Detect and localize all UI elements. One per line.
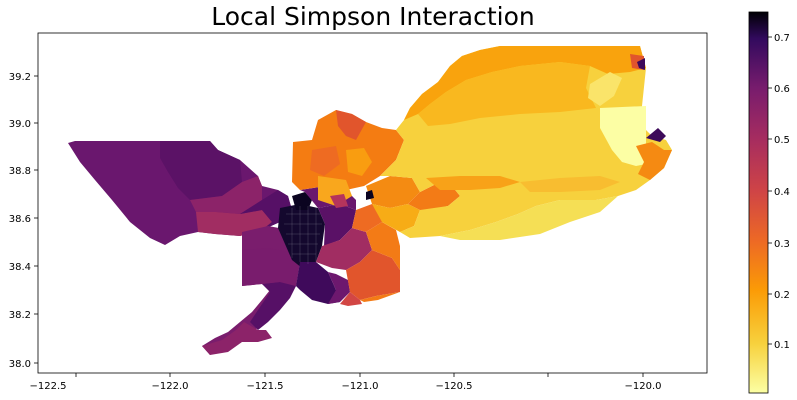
x-tick-label: −122.5 (29, 381, 66, 392)
region-foothill-2 (372, 204, 420, 232)
region-north-3 (346, 148, 372, 176)
colorbar-tick-label: 0.7 (774, 33, 790, 44)
y-tick-label: 39.2 (9, 72, 31, 83)
x-tick-label: −121.5 (246, 381, 283, 392)
region-west-a (160, 141, 242, 200)
x-tick-label: −120.5 (435, 381, 472, 392)
colorbar-tick-label: 0.1 (774, 340, 790, 351)
region-east-north-band (404, 46, 646, 120)
region-urban-core (278, 204, 325, 268)
region-north-2 (336, 110, 366, 140)
y-tick-label: 38.6 (9, 214, 31, 225)
region-east-lake (600, 106, 646, 166)
region-urban-speckle-2 (366, 190, 374, 200)
region-urban-core-2 (292, 192, 312, 210)
region-east-edge-orange (636, 142, 672, 180)
colorbar-tick-label: 0.3 (774, 239, 790, 250)
region-south-b (242, 248, 300, 286)
region-east-channel (426, 176, 520, 190)
region-se-3 (366, 222, 400, 270)
y-tick-label: 38.2 (9, 310, 31, 321)
x-axis: −122.5 −122.0 −121.5 −121.0 −120.5 −120.… (29, 373, 662, 392)
colorbar-gradient (748, 11, 769, 394)
region-ring-south-2 (328, 272, 350, 304)
region-north-4 (310, 146, 340, 176)
region-delta-1 (250, 282, 296, 330)
tract-boundaries (284, 206, 322, 264)
region-east-mid-band (418, 62, 596, 126)
region-se-2 (360, 292, 400, 302)
y-tick-label: 39.0 (9, 119, 31, 130)
region-ring-south (296, 262, 340, 304)
region-foothill-3 (408, 184, 460, 210)
colorbar-tick-label: 0.4 (774, 187, 790, 198)
colorbar-tick-label: 0.6 (774, 84, 790, 95)
region-foothill-1 (366, 176, 420, 208)
x-tick-label: −120.0 (624, 381, 661, 392)
region-se-small (340, 292, 362, 306)
region-delta-2 (202, 322, 272, 355)
map-regions (68, 46, 672, 355)
y-tick-label: 38.4 (9, 262, 31, 273)
x-tick-label: −122.0 (151, 381, 188, 392)
map-title: Local Simpson Interaction (211, 2, 535, 31)
region-east-channel-2 (520, 176, 620, 192)
y-tick-label: 38.0 (9, 359, 31, 370)
region-east-corner-dark (637, 58, 645, 70)
region-east-south-band (440, 196, 618, 240)
region-se-1 (346, 250, 400, 300)
y-axis: 38.0 38.2 38.4 38.6 38.8 39.0 39.2 (9, 72, 38, 370)
region-ring-east (318, 204, 356, 246)
colorbar: 0.1 0.2 0.3 0.4 0.5 0.6 0.7 (748, 11, 790, 394)
region-urban-speckle-1 (330, 194, 348, 208)
region-east-edge (646, 128, 666, 142)
region-ring-east-2 (316, 228, 372, 270)
region-east-lake-small (588, 72, 622, 106)
colorbar-tick-label: 0.2 (774, 290, 790, 301)
region-west-b (190, 176, 262, 214)
x-tick-label: −121.0 (341, 381, 378, 392)
y-tick-label: 38.8 (9, 166, 31, 177)
colorbar-tick-label: 0.5 (774, 135, 790, 146)
